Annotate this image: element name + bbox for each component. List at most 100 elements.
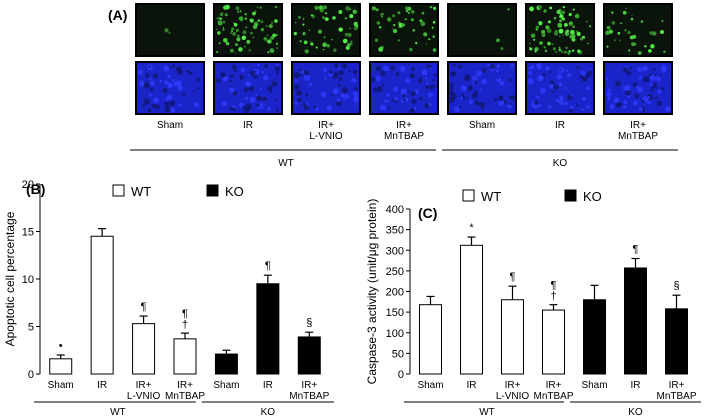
tunel-positive-spot (295, 22, 297, 24)
tunel-positive-spot (570, 29, 575, 35)
tunel-positive-spot (397, 11, 401, 15)
dapi-nucleus-spot (341, 87, 348, 94)
tunel-positive-spot (322, 5, 327, 10)
dapi-nucleus-spot (164, 106, 171, 113)
dapi-nucleus-spot (221, 101, 228, 107)
tunel-positive-spot (614, 39, 616, 41)
tunel-positive-spot (650, 44, 655, 49)
tunel-positive-spot (608, 29, 613, 34)
y-tick-label: 300 (386, 245, 404, 257)
tunel-positive-spot (347, 33, 352, 37)
tunel-positive-spot (232, 32, 237, 36)
dapi-nucleus-spot (479, 88, 483, 91)
bar (460, 244, 483, 375)
dapi-nucleus-spot (249, 70, 255, 77)
tunel-positive-spot (252, 36, 255, 39)
bar (297, 336, 321, 375)
legend-swatch-wt (112, 184, 125, 197)
tunel-positive-spot (407, 6, 412, 11)
tunel-positive-spot (257, 19, 260, 22)
tunel-positive-spot (544, 47, 546, 49)
tunel-positive-spot (223, 38, 228, 43)
tunel-positive-spot (245, 26, 248, 29)
tunel-positive-spot (572, 8, 575, 11)
dapi-nucleus-spot (558, 82, 563, 87)
tunel-image-tile (447, 3, 517, 57)
dapi-nucleus-spot (231, 107, 236, 112)
tunel-positive-spot (644, 45, 647, 48)
dapi-nucleus-spot (466, 96, 469, 99)
panel-c-chart: 0 50 100 150 200 250 300 350 400 Caspase-3 activi… (365, 189, 701, 418)
dapi-nucleus-spot (379, 104, 387, 111)
dapi-nucleus-spot (242, 105, 246, 109)
tunel-positive-spot (660, 30, 664, 34)
tunel-positive-spot (325, 12, 327, 15)
wt-group-label: WT (479, 407, 495, 418)
dapi-nucleus-spot (274, 66, 281, 72)
dapi-nucleus-spot (338, 67, 341, 70)
dapi-nucleus-spot (338, 77, 343, 81)
dapi-nucleus-spot (503, 100, 507, 104)
dapi-nucleus-spot (454, 106, 460, 113)
tunel-positive-spot (539, 41, 543, 45)
tunel-positive-spot (420, 21, 426, 27)
tunel-positive-spot (274, 5, 278, 9)
tunel-positive-spot (556, 9, 561, 15)
dapi-nucleus-spot (458, 64, 463, 69)
dapi-nucleus-spot (167, 82, 174, 89)
bar (624, 267, 647, 375)
tunel-positive-spot (611, 21, 616, 25)
dapi-nucleus-spot (585, 86, 590, 91)
dapi-nucleus-spot (480, 107, 484, 111)
dapi-nucleus-spot (387, 106, 391, 110)
bar (583, 299, 606, 375)
dapi-nucleus-spot (626, 70, 631, 76)
tunel-positive-spot (259, 6, 262, 9)
dapi-nucleus-spot (382, 65, 389, 72)
tunel-positive-spot (216, 51, 219, 53)
tunel-positive-spot (538, 21, 543, 26)
dapi-nucleus-spot (409, 107, 415, 114)
tunel-positive-spot (315, 46, 318, 49)
dapi-nucleus-spot (324, 77, 327, 80)
tunel-positive-spot (381, 15, 383, 18)
dapi-nucleus-spot (176, 80, 183, 86)
dapi-nucleus-spot (229, 74, 234, 79)
dapi-nucleus-spot (263, 75, 269, 81)
tunel-positive-spot (318, 5, 323, 10)
tunel-positive-spot (349, 14, 354, 19)
dapi-nucleus-spot (650, 89, 654, 93)
dapi-nucleus-spot (424, 84, 430, 90)
tunel-positive-spot (555, 51, 557, 53)
tunel-positive-spot (605, 30, 610, 35)
category-label: Sham (417, 380, 443, 391)
dapi-nucleus-spot (305, 93, 309, 97)
dapi-nucleus-spot (163, 65, 170, 72)
tunel-positive-spot (235, 6, 240, 11)
tunel-positive-spot (219, 12, 224, 17)
dapi-nucleus-spot (376, 86, 383, 93)
tunel-positive-spot (562, 17, 565, 21)
dapi-nucleus-spot (576, 104, 579, 107)
dapi-nucleus-spot (264, 64, 269, 69)
dapi-nucleus-spot (528, 70, 533, 75)
tunel-positive-spot (391, 28, 393, 30)
dapi-nucleus-spot (498, 97, 503, 101)
dapi-nucleus-spot (424, 77, 428, 80)
dapi-nucleus-spot (170, 108, 176, 113)
tunel-positive-spot (224, 13, 228, 17)
tunel-positive-spot (577, 49, 581, 53)
bar (49, 358, 73, 375)
dapi-nucleus-spot (625, 86, 630, 91)
tunel-positive-spot (223, 5, 228, 10)
tunel-positive-spot (572, 25, 575, 29)
dapi-nucleus-spot (402, 94, 406, 98)
tunel-positive-spot (401, 23, 406, 27)
tunel-positive-spot (333, 48, 337, 52)
tunel-positive-spot (631, 15, 633, 17)
dapi-nucleus-spot (303, 74, 310, 81)
tunel-positive-spot (619, 39, 621, 42)
dapi-nucleus-spot (338, 70, 344, 76)
dapi-nucleus-spot (625, 90, 631, 96)
tunel-positive-spot (275, 42, 278, 45)
